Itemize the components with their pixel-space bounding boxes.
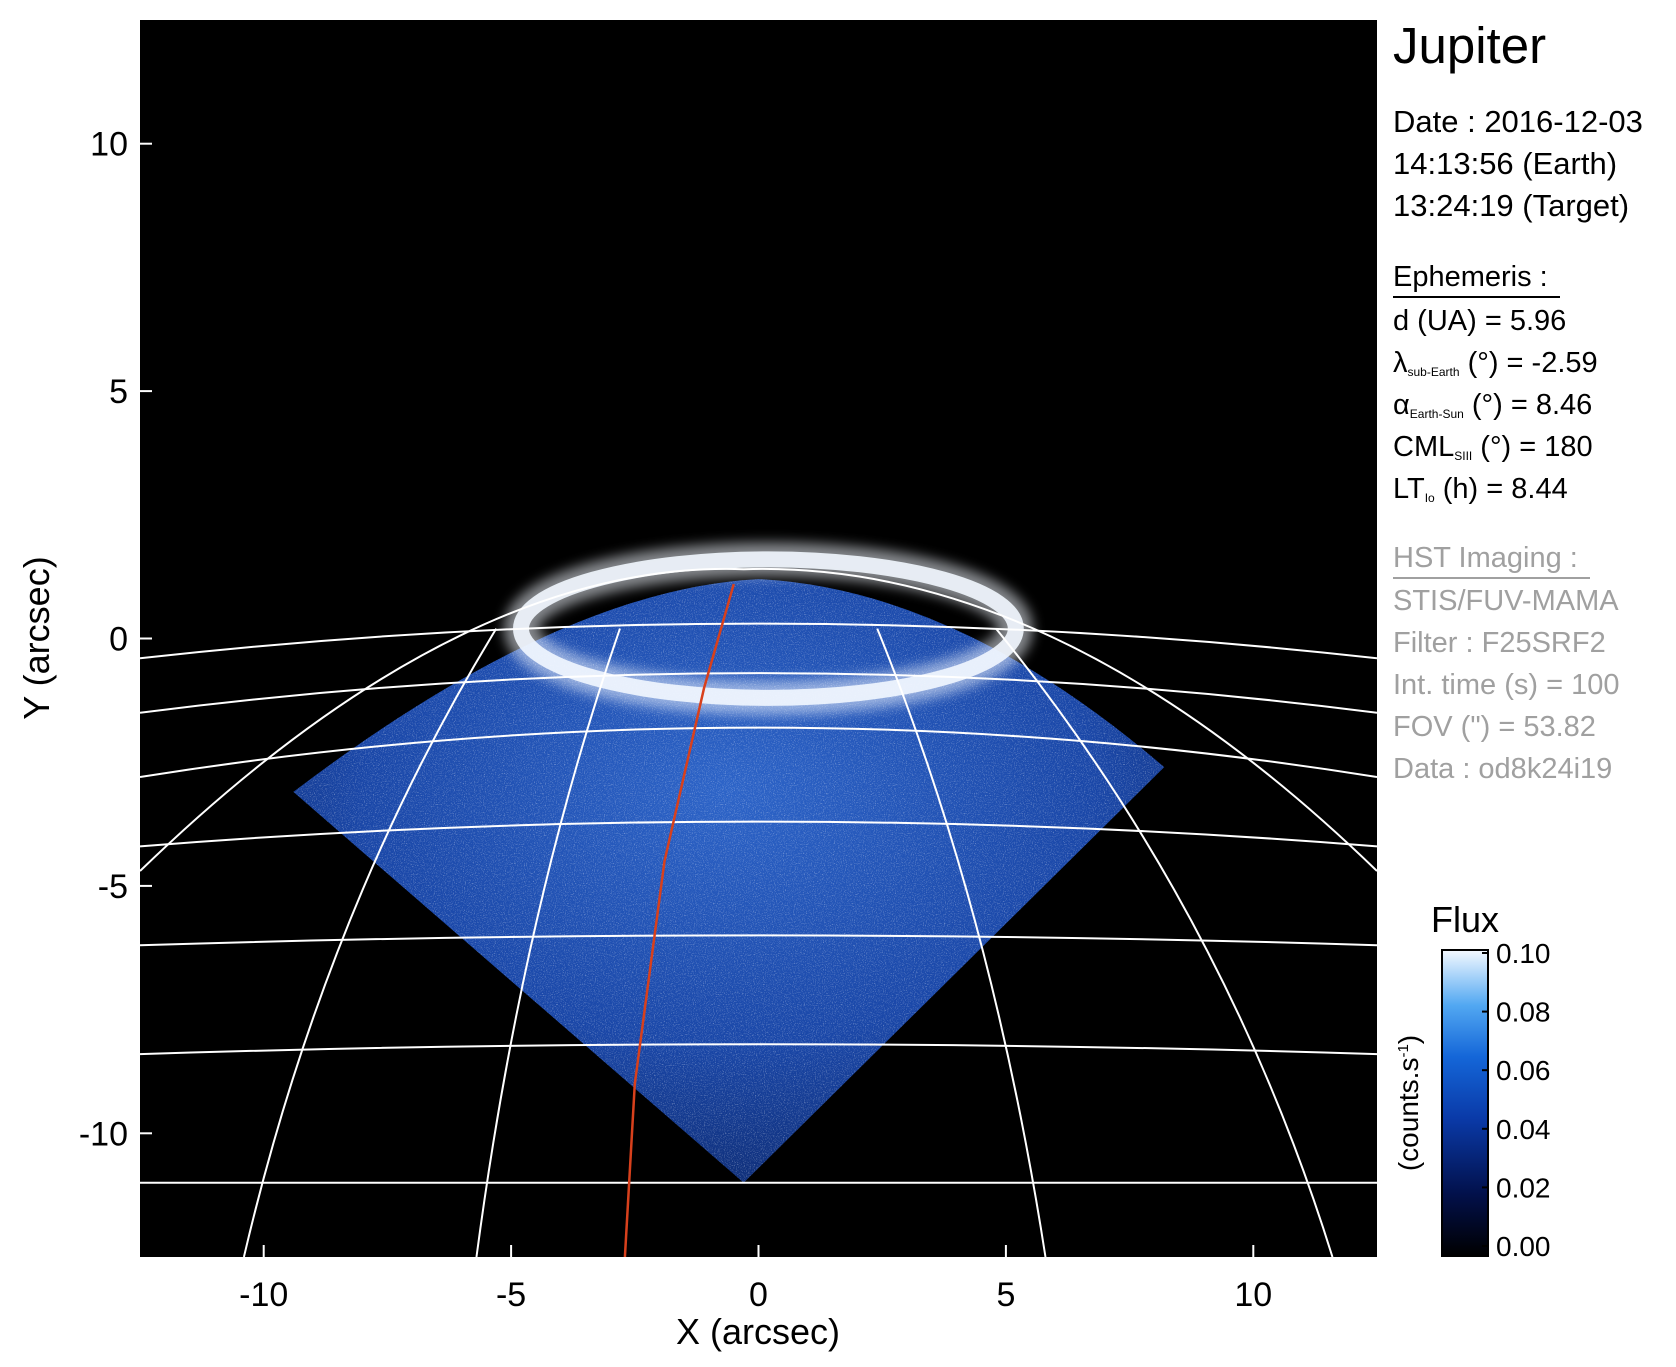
y-axis-label: Y (arcsec): [16, 556, 57, 719]
ephemeris-io-local-time: LTIo (h) = 8.44: [1393, 468, 1568, 519]
colorbar-tick-label: 0.00: [1496, 1231, 1551, 1262]
colorbar-unit: (counts.s-1): [1393, 1035, 1424, 1171]
hst-dataset: Data : od8k24i19: [1393, 748, 1612, 790]
y-tick-label: 0: [109, 621, 128, 659]
colorbar-tick-label: 0.02: [1496, 1172, 1551, 1203]
colorbar-ticks: 0.10 0.08 0.06 0.04 0.02 0.00: [1482, 938, 1551, 1262]
x-tick-label: -10: [239, 1276, 288, 1314]
y-tick-label: -10: [79, 1115, 128, 1153]
x-tick-label: 0: [749, 1276, 768, 1314]
colorbar-tick-label: 0.10: [1496, 938, 1551, 969]
hst-filter: Filter : F25SRF2: [1393, 622, 1606, 664]
target-time: 13:24:19 (Target): [1393, 185, 1629, 227]
y-tick-label: 10: [90, 126, 128, 164]
target-name: Jupiter: [1393, 16, 1546, 75]
hst-integration-time: Int. time (s) = 100: [1393, 664, 1619, 706]
hst-fov: FOV (") = 53.82: [1393, 706, 1596, 748]
y-tick-label: 5: [109, 373, 128, 411]
colorbar-tick-label: 0.06: [1496, 1055, 1551, 1086]
colorbar-tick-label: 0.04: [1496, 1114, 1551, 1145]
ephemeris-heading: Ephemeris :: [1393, 256, 1560, 298]
x-tick-label: -5: [496, 1276, 526, 1314]
hst-heading: HST Imaging :: [1393, 537, 1590, 579]
colorbar-title: Flux: [1431, 899, 1499, 940]
x-axis-label: X (arcsec): [676, 1311, 840, 1352]
x-tick-label: 10: [1234, 1276, 1272, 1314]
x-tick-label: 5: [996, 1276, 1015, 1314]
observation-date: Date : 2016-12-03: [1393, 101, 1643, 143]
colorbar-scale: [1442, 950, 1488, 1256]
y-tick-label: -5: [98, 868, 128, 906]
hst-instrument: STIS/FUV-MAMA: [1393, 580, 1619, 622]
earth-time: 14:13:56 (Earth): [1393, 143, 1617, 185]
ephemeris-distance: d (UA) = 5.96: [1393, 300, 1566, 342]
colorbar-tick-label: 0.08: [1496, 997, 1551, 1028]
